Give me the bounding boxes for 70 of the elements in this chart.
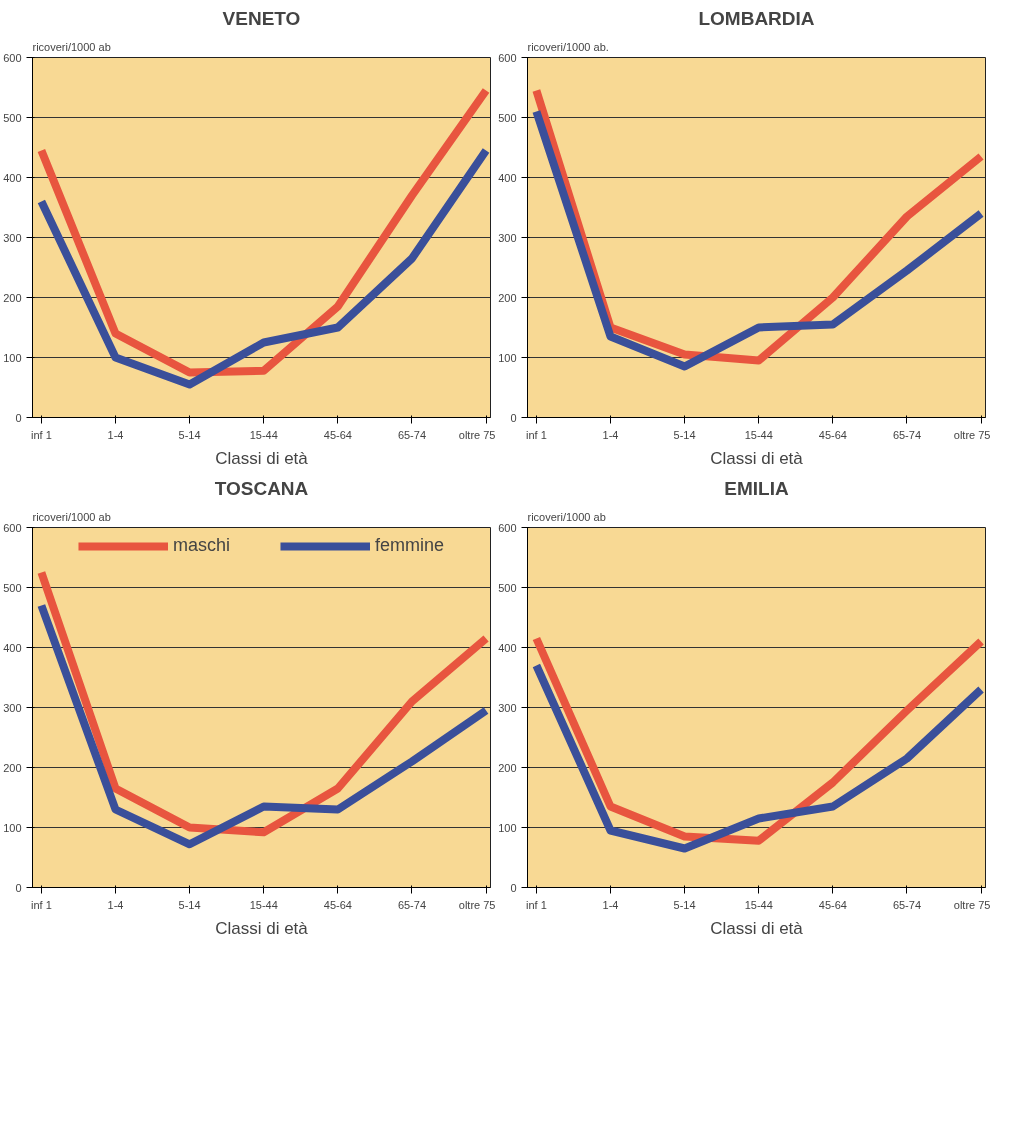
legend-label: femmine bbox=[374, 535, 445, 556]
y-tick-label: 100 bbox=[498, 821, 517, 834]
y-axis-title: ricoveri/1000 ab. bbox=[527, 40, 609, 53]
x-tick-label: 65-74 bbox=[397, 898, 427, 911]
x-tick-label: inf 1 bbox=[526, 898, 547, 911]
x-tick-label: 5-14 bbox=[178, 898, 201, 911]
y-tick-label: 0 bbox=[510, 881, 517, 894]
y-tick-label: 400 bbox=[498, 171, 517, 184]
y-tick-label: 200 bbox=[3, 761, 22, 774]
x-tick-label: 65-74 bbox=[892, 428, 922, 441]
y-tick-label: 600 bbox=[498, 51, 517, 64]
y-tick-label: 100 bbox=[3, 821, 22, 834]
y-tick-label: 200 bbox=[498, 291, 517, 304]
y-tick-label: 300 bbox=[498, 231, 517, 244]
x-tick-label: inf 1 bbox=[526, 428, 547, 441]
y-tick-label: 500 bbox=[498, 581, 517, 594]
y-tick-label: 600 bbox=[498, 521, 517, 534]
x-tick-label: inf 1 bbox=[31, 428, 52, 441]
x-tick-label: oltre 75 bbox=[458, 428, 496, 441]
x-tick-label: 5-14 bbox=[178, 428, 201, 441]
y-axis-title: ricoveri/1000 ab bbox=[32, 510, 111, 523]
y-tick-label: 200 bbox=[3, 291, 22, 304]
x-tick-label: oltre 75 bbox=[953, 428, 991, 441]
chart-title: LOMBARDIA bbox=[698, 7, 815, 29]
x-tick-label: 15-44 bbox=[249, 898, 278, 911]
x-axis-title: Classi di età bbox=[215, 448, 309, 468]
y-tick-label: 100 bbox=[498, 351, 517, 364]
x-axis-title: Classi di età bbox=[710, 448, 804, 468]
x-tick-label: 65-74 bbox=[892, 898, 922, 911]
x-tick-label: 15-44 bbox=[744, 898, 773, 911]
x-tick-label: 65-74 bbox=[397, 428, 427, 441]
x-tick-label: 45-64 bbox=[323, 898, 352, 911]
x-tick-label: 15-44 bbox=[744, 428, 773, 441]
y-axis-title: ricoveri/1000 ab bbox=[527, 510, 606, 523]
y-tick-label: 400 bbox=[3, 171, 22, 184]
x-tick-label: 1-4 bbox=[602, 428, 619, 441]
y-tick-label: 600 bbox=[3, 51, 22, 64]
y-tick-label: 300 bbox=[3, 701, 22, 714]
y-tick-label: 400 bbox=[498, 641, 517, 654]
y-axis-title: ricoveri/1000 ab bbox=[32, 40, 111, 53]
y-tick-label: 0 bbox=[510, 411, 517, 424]
x-tick-label: 15-44 bbox=[249, 428, 278, 441]
y-tick-label: 0 bbox=[15, 411, 22, 424]
y-tick-label: 200 bbox=[498, 761, 517, 774]
y-tick-label: 300 bbox=[3, 231, 22, 244]
chart-title: VENETO bbox=[222, 7, 301, 29]
x-tick-label: 1-4 bbox=[602, 898, 619, 911]
x-tick-label: 5-14 bbox=[673, 898, 696, 911]
x-tick-label: inf 1 bbox=[31, 898, 52, 911]
x-tick-label: 45-64 bbox=[323, 428, 352, 441]
x-tick-label: 5-14 bbox=[673, 428, 696, 441]
legend-label: maschi bbox=[172, 535, 230, 556]
y-tick-label: 100 bbox=[3, 351, 22, 364]
y-tick-label: 0 bbox=[15, 881, 22, 894]
chart-title: EMILIA bbox=[724, 477, 789, 499]
y-tick-label: 400 bbox=[3, 641, 22, 654]
chart-title: TOSCANA bbox=[214, 477, 309, 499]
x-tick-label: 45-64 bbox=[818, 898, 847, 911]
y-tick-label: 500 bbox=[3, 581, 22, 594]
y-tick-label: 300 bbox=[498, 701, 517, 714]
x-axis-title: Classi di età bbox=[215, 918, 309, 938]
x-tick-label: 1-4 bbox=[107, 898, 124, 911]
y-tick-label: 600 bbox=[3, 521, 22, 534]
y-tick-label: 500 bbox=[3, 111, 22, 124]
x-tick-label: 45-64 bbox=[818, 428, 847, 441]
x-tick-label: 1-4 bbox=[107, 428, 124, 441]
x-tick-label: oltre 75 bbox=[953, 898, 991, 911]
x-tick-label: oltre 75 bbox=[458, 898, 496, 911]
x-axis-title: Classi di età bbox=[710, 918, 804, 938]
y-tick-label: 500 bbox=[498, 111, 517, 124]
